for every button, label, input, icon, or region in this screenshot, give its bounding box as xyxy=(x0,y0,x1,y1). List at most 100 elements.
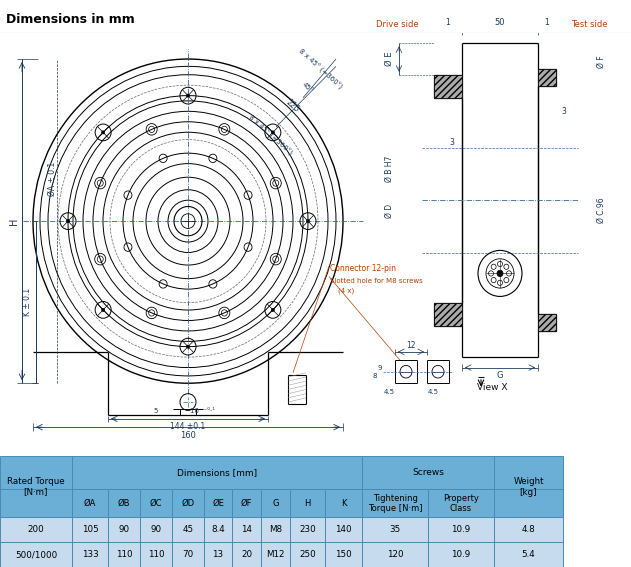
Text: Rated Torque [N·m]: Rated Torque [N·m] xyxy=(7,477,65,497)
Text: K ± 0.1: K ± 0.1 xyxy=(23,287,32,316)
Bar xyxy=(108,542,140,567)
Text: 12: 12 xyxy=(406,341,416,350)
Bar xyxy=(428,489,494,517)
Text: G: G xyxy=(272,499,279,508)
Bar xyxy=(362,517,428,542)
Text: 144 ±0.1: 144 ±0.1 xyxy=(170,422,206,430)
Bar xyxy=(325,542,362,567)
Bar xyxy=(140,542,172,567)
Text: Dimensions [mm]: Dimensions [mm] xyxy=(177,468,257,477)
Text: Ø F: Ø F xyxy=(596,56,606,69)
Text: 70: 70 xyxy=(182,550,194,559)
Text: M12: M12 xyxy=(266,550,285,559)
Text: ØC: ØC xyxy=(150,499,162,508)
Text: 200: 200 xyxy=(28,525,44,534)
Bar xyxy=(0,517,72,542)
Bar xyxy=(232,542,261,567)
Text: 8 x 45° (=360°): 8 x 45° (=360°) xyxy=(297,48,343,91)
Circle shape xyxy=(307,219,309,223)
Bar xyxy=(434,303,462,325)
Text: Ø D: Ø D xyxy=(384,204,394,218)
Text: ØD: ØD xyxy=(182,499,194,508)
Text: 45: 45 xyxy=(182,525,194,534)
Text: 1: 1 xyxy=(445,18,451,27)
Text: ØF: ØF xyxy=(241,499,252,508)
Bar xyxy=(261,517,290,542)
Text: 230: 230 xyxy=(299,525,316,534)
Text: 10.9: 10.9 xyxy=(451,525,471,534)
Text: ØA: ØA xyxy=(84,499,96,508)
Bar xyxy=(428,517,494,542)
Bar xyxy=(362,489,428,517)
Text: 110: 110 xyxy=(115,550,133,559)
Text: 4.8: 4.8 xyxy=(522,525,535,534)
Text: H: H xyxy=(9,217,19,225)
Bar xyxy=(108,517,140,542)
Text: G: G xyxy=(497,371,504,380)
Bar xyxy=(538,70,556,86)
Bar xyxy=(232,489,261,517)
Bar xyxy=(72,456,362,489)
Bar xyxy=(72,517,108,542)
Bar xyxy=(72,489,108,517)
Text: Property
Class: Property Class xyxy=(443,493,479,513)
Text: 14: 14 xyxy=(241,525,252,534)
Text: Screws: Screws xyxy=(412,468,444,477)
Bar xyxy=(362,456,494,489)
Circle shape xyxy=(66,219,69,223)
Bar xyxy=(428,542,494,567)
Text: 90: 90 xyxy=(119,525,129,534)
Circle shape xyxy=(187,94,189,97)
Text: M8: M8 xyxy=(269,525,282,534)
Text: K: K xyxy=(341,499,346,508)
Text: 5.4: 5.4 xyxy=(522,550,535,559)
Text: 1: 1 xyxy=(545,18,550,27)
Bar xyxy=(290,542,325,567)
Text: 105: 105 xyxy=(81,525,98,534)
Bar xyxy=(108,489,140,517)
Text: 500/1000: 500/1000 xyxy=(15,550,57,559)
Bar xyxy=(494,456,563,517)
Text: 9: 9 xyxy=(378,365,382,371)
Text: 35: 35 xyxy=(389,525,401,534)
Bar xyxy=(172,489,204,517)
Text: (4 x): (4 x) xyxy=(338,288,354,294)
Bar xyxy=(204,542,232,567)
Text: 50: 50 xyxy=(495,18,505,27)
Text: 4.5: 4.5 xyxy=(384,388,394,395)
Text: 4.5: 4.5 xyxy=(427,388,439,395)
Text: 133: 133 xyxy=(81,550,98,559)
Text: 120: 120 xyxy=(387,550,403,559)
Bar xyxy=(494,542,563,567)
Text: Ø C.96: Ø C.96 xyxy=(596,198,606,223)
Text: Dimensions in mm: Dimensions in mm xyxy=(6,12,135,26)
Text: 110: 110 xyxy=(148,550,164,559)
Text: View X: View X xyxy=(477,383,507,392)
Text: ØA ± 0.1: ØA ± 0.1 xyxy=(47,162,57,196)
Text: 150: 150 xyxy=(335,550,352,559)
Bar xyxy=(140,489,172,517)
Bar xyxy=(494,489,563,517)
Bar xyxy=(362,542,428,567)
Bar xyxy=(434,75,462,98)
Text: Drive side: Drive side xyxy=(376,20,419,29)
Text: Ø B H7: Ø B H7 xyxy=(384,156,394,182)
Text: 8 x 45° (=360°): 8 x 45° (=360°) xyxy=(247,114,293,157)
Text: 90: 90 xyxy=(150,525,162,534)
Text: Connector 12-pin: Connector 12-pin xyxy=(330,264,396,273)
Bar xyxy=(172,542,204,567)
Text: 225: 225 xyxy=(285,98,302,114)
Bar xyxy=(538,314,556,331)
Bar xyxy=(494,517,563,542)
Text: ØB: ØB xyxy=(118,499,130,508)
Bar xyxy=(261,542,290,567)
Circle shape xyxy=(102,131,105,134)
Circle shape xyxy=(271,308,274,311)
Bar xyxy=(172,517,204,542)
Text: 250: 250 xyxy=(299,550,316,559)
Circle shape xyxy=(271,131,274,134)
Text: 10  ⁻⁰·¹: 10 ⁻⁰·¹ xyxy=(191,408,216,414)
Bar xyxy=(325,489,362,517)
Text: ØE: ØE xyxy=(212,499,224,508)
Bar xyxy=(0,456,72,517)
